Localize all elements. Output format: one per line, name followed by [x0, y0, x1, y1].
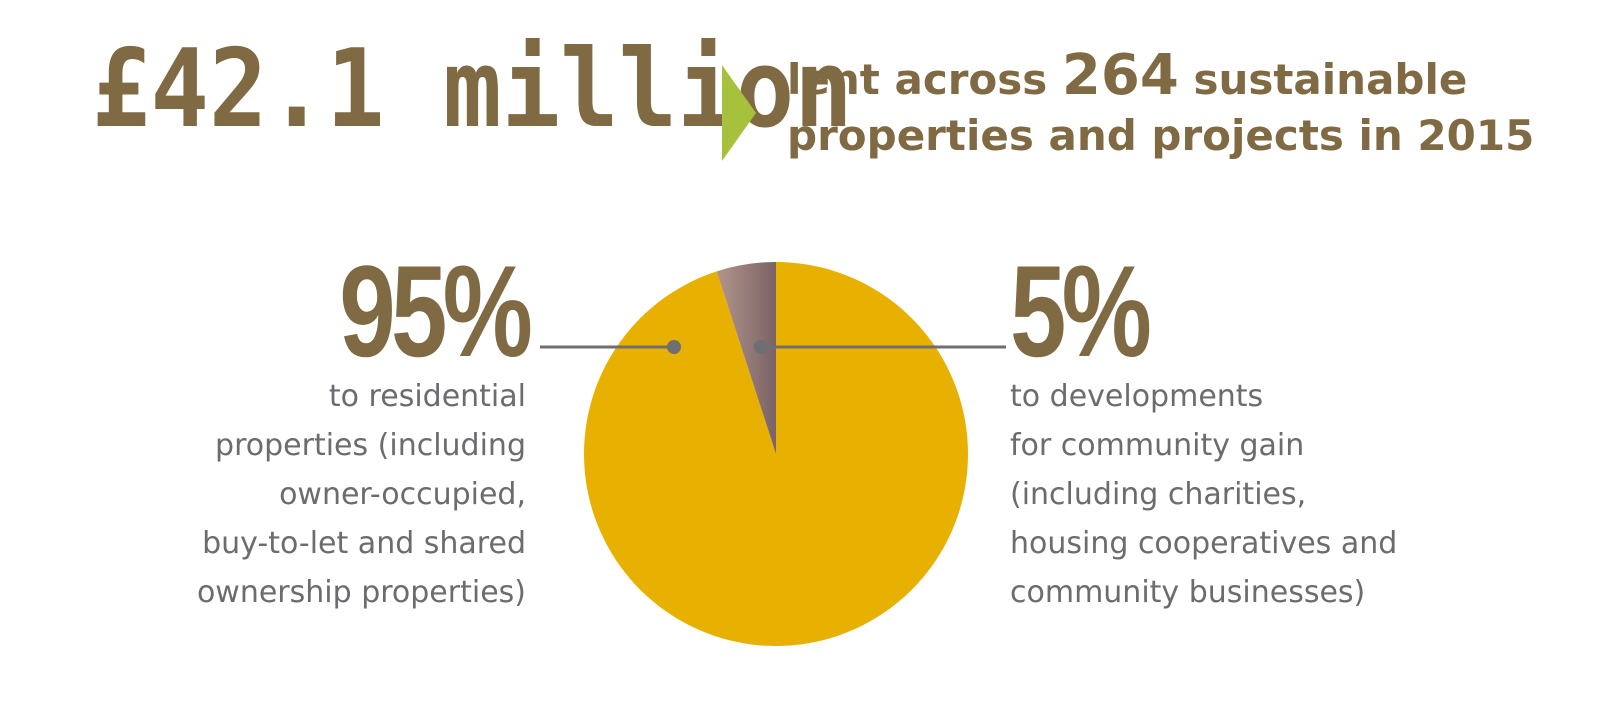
community-desc-line: housing cooperatives and [1010, 526, 1398, 561]
residential-description: to residential properties (including own… [197, 372, 526, 617]
residential-percent-label: 95% [339, 238, 533, 384]
headline-desc-pre: lent across [787, 55, 1062, 104]
community-desc-line: (including charities, [1010, 477, 1307, 512]
community-desc-line: to developments [1010, 379, 1264, 414]
headline-description: lent across 264 sustainable properties a… [787, 48, 1534, 164]
residential-desc-line: to residential [328, 379, 526, 414]
community-desc-line: for community gain [1010, 428, 1305, 463]
community-connector-dot [754, 340, 768, 354]
community-description: to developments for community gain (incl… [1010, 372, 1397, 617]
residential-desc-line: owner-occupied, [279, 477, 526, 512]
residential-desc-line: buy-to-let and shared [202, 526, 526, 561]
headline-desc-post: sustainable [1178, 55, 1468, 104]
triangle-right-icon [722, 65, 756, 161]
pie-slice-residential [584, 262, 969, 646]
community-percent-label: 5% [1010, 238, 1152, 384]
headline-desc-line2: properties and projects in 2015 [787, 111, 1535, 160]
pie-slice-community [716, 262, 776, 454]
headline-desc-number: 264 [1061, 43, 1179, 108]
community-desc-line: community businesses) [1010, 575, 1366, 610]
residential-desc-line: properties (including [215, 428, 526, 463]
residential-desc-line: ownership properties) [196, 575, 526, 610]
residential-connector-dot [667, 340, 681, 354]
